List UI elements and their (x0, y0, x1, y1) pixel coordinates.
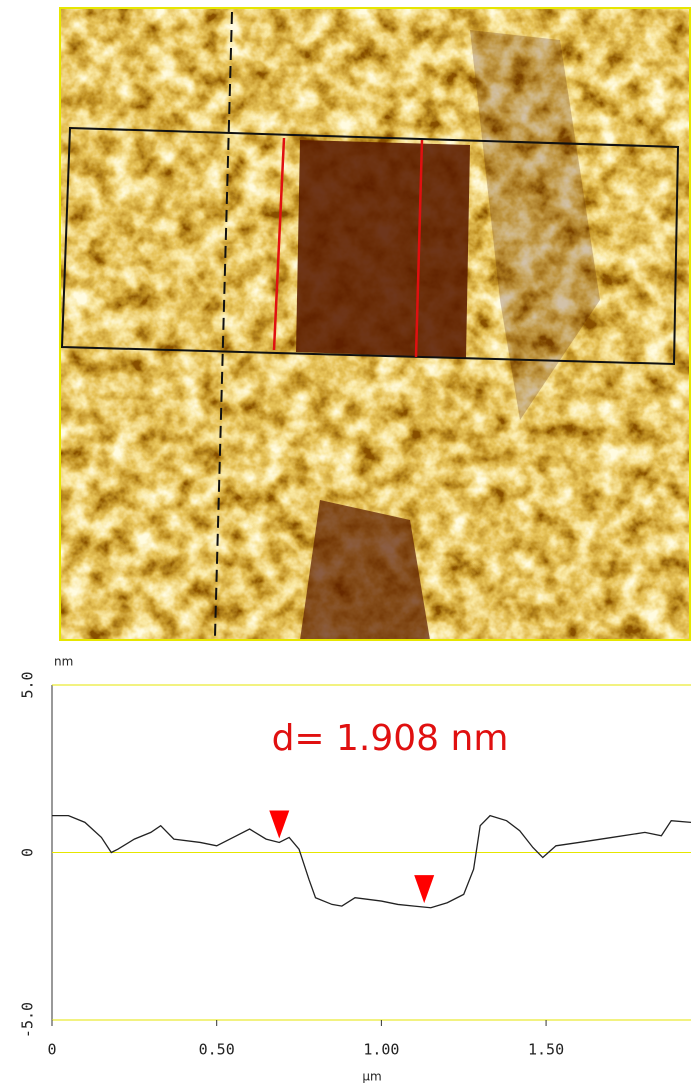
y-tick-label: -5.0 (19, 1002, 37, 1038)
annotation: d= 1.908 nm (272, 718, 509, 759)
x-tick-label: 1.00 (363, 1041, 399, 1059)
cursor-marker (414, 875, 434, 903)
x-unit: µm (362, 1070, 381, 1084)
x-tick-label: 0.50 (199, 1041, 235, 1059)
x-tick-label: 1.50 (528, 1041, 564, 1059)
cursor-marker (269, 810, 289, 838)
page: {"chart_data": { "type": "line", "annota… (0, 0, 691, 1088)
chart: nm µm d= 1.908 nm 5.0 0 -5.0 0 0.50 1.00 1.50 (0, 0, 691, 1088)
profile-line (52, 816, 691, 908)
etched-region (296, 140, 470, 358)
afm-image (60, 8, 691, 641)
x-tick-label: 0 (47, 1041, 56, 1059)
y-tick-label: 0 (19, 848, 37, 857)
y-tick-label: 5.0 (19, 671, 37, 698)
y-unit: nm (54, 655, 73, 669)
